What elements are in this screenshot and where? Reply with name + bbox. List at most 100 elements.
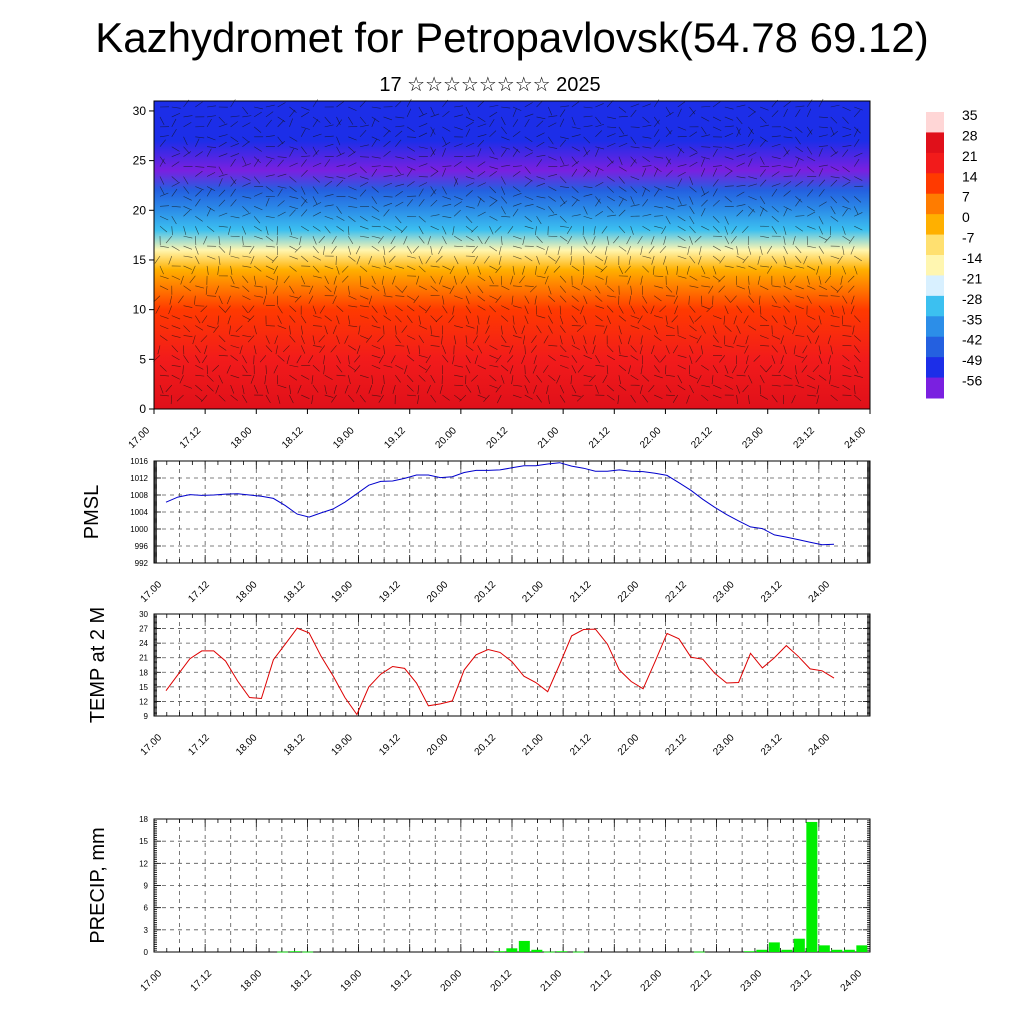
wind-vector (319, 305, 325, 314)
wind-vector (348, 206, 358, 208)
wind-vector (795, 305, 804, 310)
wind-vector (289, 109, 296, 118)
wind-vector (701, 126, 707, 135)
wind-vector (371, 315, 378, 323)
wind-vector (595, 285, 601, 294)
wind-vector (771, 384, 781, 387)
wind-vector (583, 295, 588, 305)
wind-vector (274, 335, 278, 345)
wind-vector (583, 125, 593, 128)
wind-vector (783, 206, 792, 211)
wind-vector (218, 199, 226, 207)
wind-vector (406, 335, 416, 340)
wind-vector (265, 394, 271, 403)
wind-vector (324, 215, 334, 220)
wind-vector (489, 200, 497, 207)
wind-vector (253, 176, 261, 184)
wind-vector (171, 216, 177, 225)
wind-vector (760, 235, 770, 239)
precip-bar (856, 945, 868, 952)
y-tick-label: 24 (139, 639, 148, 648)
wind-vector (795, 146, 803, 153)
wind-vector (818, 126, 828, 129)
wind-vector (218, 335, 226, 343)
wind-vector (701, 146, 711, 148)
wind-vector (289, 162, 298, 167)
wind-vector (206, 172, 216, 177)
wind-vector (500, 325, 503, 335)
wind-vector (477, 100, 485, 108)
wind-vector (595, 385, 599, 394)
wind-vector (677, 225, 686, 232)
wind-vector (748, 325, 757, 331)
wind-vector (700, 345, 703, 355)
wind-vector (583, 169, 590, 177)
wind-vector (498, 255, 502, 265)
wind-vector (571, 196, 580, 202)
wind-vector (242, 285, 250, 292)
wind-vector (724, 365, 729, 374)
wind-vector (242, 365, 248, 373)
wind-vector (795, 126, 803, 133)
wind-vector (536, 116, 546, 120)
wind-vector (689, 216, 695, 225)
wind-vector (759, 305, 762, 315)
wind-vector (406, 265, 416, 271)
wind-vector (195, 101, 203, 108)
wind-vector (265, 345, 273, 353)
wind-vector (642, 394, 649, 403)
wind-vector (759, 116, 767, 124)
wind-vector (371, 355, 381, 359)
wind-vector (230, 355, 238, 362)
wind-vector (359, 124, 369, 128)
wind-vector (212, 365, 220, 372)
wind-vector (242, 196, 252, 199)
wind-vector (850, 245, 855, 255)
wind-vector (435, 315, 443, 323)
wind-vector (171, 188, 178, 197)
wind-vector (512, 165, 522, 167)
wind-vector (253, 158, 260, 167)
wind-vector (665, 186, 675, 189)
wind-vector (253, 265, 262, 272)
wind-vector (183, 226, 187, 235)
wind-vector (524, 152, 533, 157)
wind-vector (806, 189, 814, 197)
wind-vector (630, 103, 640, 108)
wind-vector (712, 335, 719, 343)
wind-vector (583, 335, 587, 345)
wind-vector (465, 295, 470, 305)
wind-vector (559, 325, 566, 333)
wind-vector (348, 136, 357, 141)
wind-vector (795, 198, 801, 207)
wind-vector (477, 211, 486, 217)
wind-vector (418, 146, 428, 149)
wind-vector (677, 148, 682, 157)
wind-vector (183, 186, 190, 194)
wind-vector (465, 182, 475, 187)
wind-vector (724, 226, 729, 235)
wind-vector (371, 139, 377, 147)
wind-vector (207, 115, 217, 118)
wind-vector (442, 235, 447, 245)
wind-vector (524, 365, 526, 375)
wind-vector (689, 106, 696, 115)
wind-vector (766, 265, 773, 274)
wind-vector (312, 265, 320, 273)
wind-vector (348, 255, 356, 262)
wind-vector (171, 161, 180, 167)
precip-bar (693, 951, 705, 953)
wind-vector (590, 245, 596, 254)
wind-vector (336, 152, 345, 157)
wind-vector (559, 394, 566, 403)
wind-vector (195, 325, 204, 331)
wind-vector (276, 236, 278, 246)
wind-vector (712, 179, 719, 187)
wind-vector (442, 285, 451, 290)
wind-vector (171, 146, 180, 152)
wind-vector (818, 189, 825, 197)
wind-vector (724, 132, 734, 138)
wind-vector (159, 265, 164, 275)
wind-vector (712, 265, 717, 275)
wind-vector (159, 374, 169, 377)
